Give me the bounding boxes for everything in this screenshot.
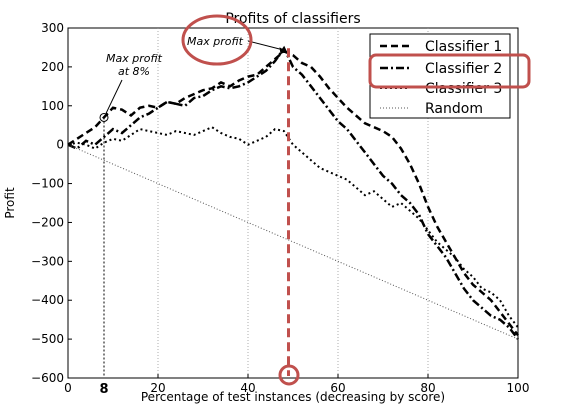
y-tick-label: −500	[31, 332, 64, 346]
legend-label-classifier-3: Classifier 3	[425, 81, 502, 97]
legend-label-classifier-2: Classifier 2	[425, 61, 502, 77]
x-tick-label: 0	[64, 381, 72, 395]
annotation-text: Max profit	[187, 35, 244, 48]
x-axis-label: Percentage of test instances (decreasing…	[141, 390, 445, 404]
y-tick-label: −300	[31, 254, 64, 268]
y-tick-label: 0	[56, 138, 64, 152]
chart-title: Profits of classifiers	[225, 11, 360, 27]
y-tick-label: −200	[31, 215, 64, 229]
annotation-text: Max profit	[106, 52, 163, 65]
y-tick-label: −400	[31, 293, 64, 307]
legend-label-classifier-1: Classifier 1	[425, 39, 502, 55]
y-tick-label: −100	[31, 177, 64, 191]
y-tick-label: −600	[31, 371, 64, 385]
y-tick-label: 200	[41, 60, 64, 74]
legend-label-random: Random	[425, 101, 483, 117]
annotation-text: at 8%	[118, 65, 150, 78]
highlight-x-label: 8	[99, 382, 108, 397]
x-tick-label: 100	[507, 381, 530, 395]
y-tick-label: 300	[41, 21, 64, 35]
y-tick-label: 100	[41, 99, 64, 113]
legend: Classifier 1 Classifier 2 Classifier 3 R…	[370, 34, 510, 118]
y-axis-label: Profit	[3, 187, 17, 219]
